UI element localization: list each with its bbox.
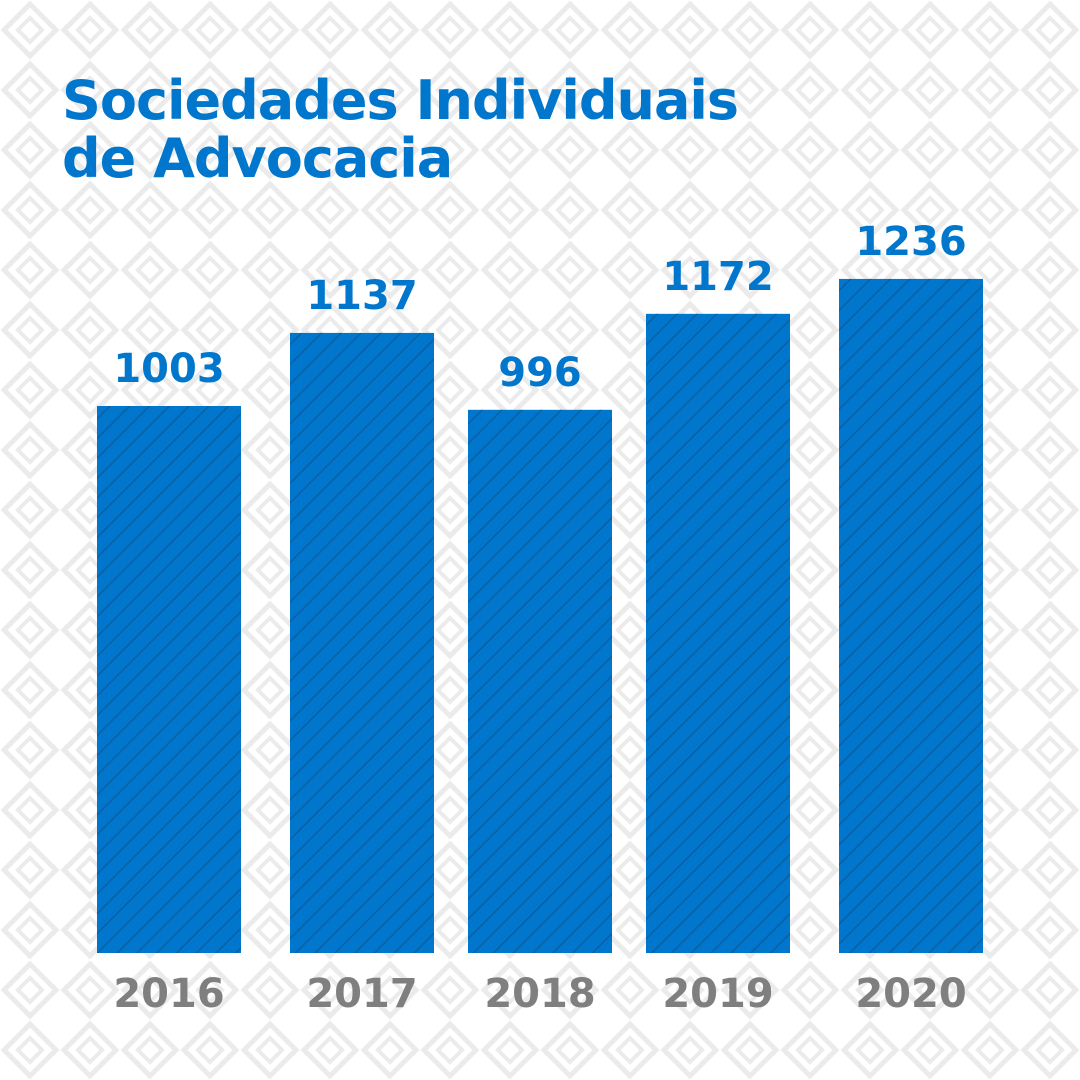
x-tick-label-2019: 2019 [662, 971, 773, 1017]
bar-hatch-2016 [97, 406, 241, 953]
chart-title-line-1: Sociedades Individuais [62, 69, 739, 132]
bar-hatch-2017 [290, 332, 434, 953]
value-label-2017: 1137 [306, 273, 417, 319]
value-label-2016: 1003 [113, 346, 224, 392]
value-label-2019: 1172 [662, 254, 773, 300]
chart-title: Sociedades Individuais de Advocacia [62, 69, 739, 190]
value-label-2020: 1236 [855, 219, 966, 265]
x-tick-label-2017: 2017 [306, 971, 417, 1017]
x-tick-label-2020: 2020 [855, 971, 966, 1017]
x-tick-label-2016: 2016 [113, 971, 224, 1017]
x-tick-label-2018: 2018 [484, 971, 595, 1017]
chart-title-line-2: de Advocacia [62, 127, 453, 190]
value-label-2018: 996 [498, 350, 582, 396]
bar-hatch-2020 [839, 278, 983, 954]
bar-hatch-2019 [646, 313, 790, 953]
bar-hatch-2018 [468, 409, 612, 954]
